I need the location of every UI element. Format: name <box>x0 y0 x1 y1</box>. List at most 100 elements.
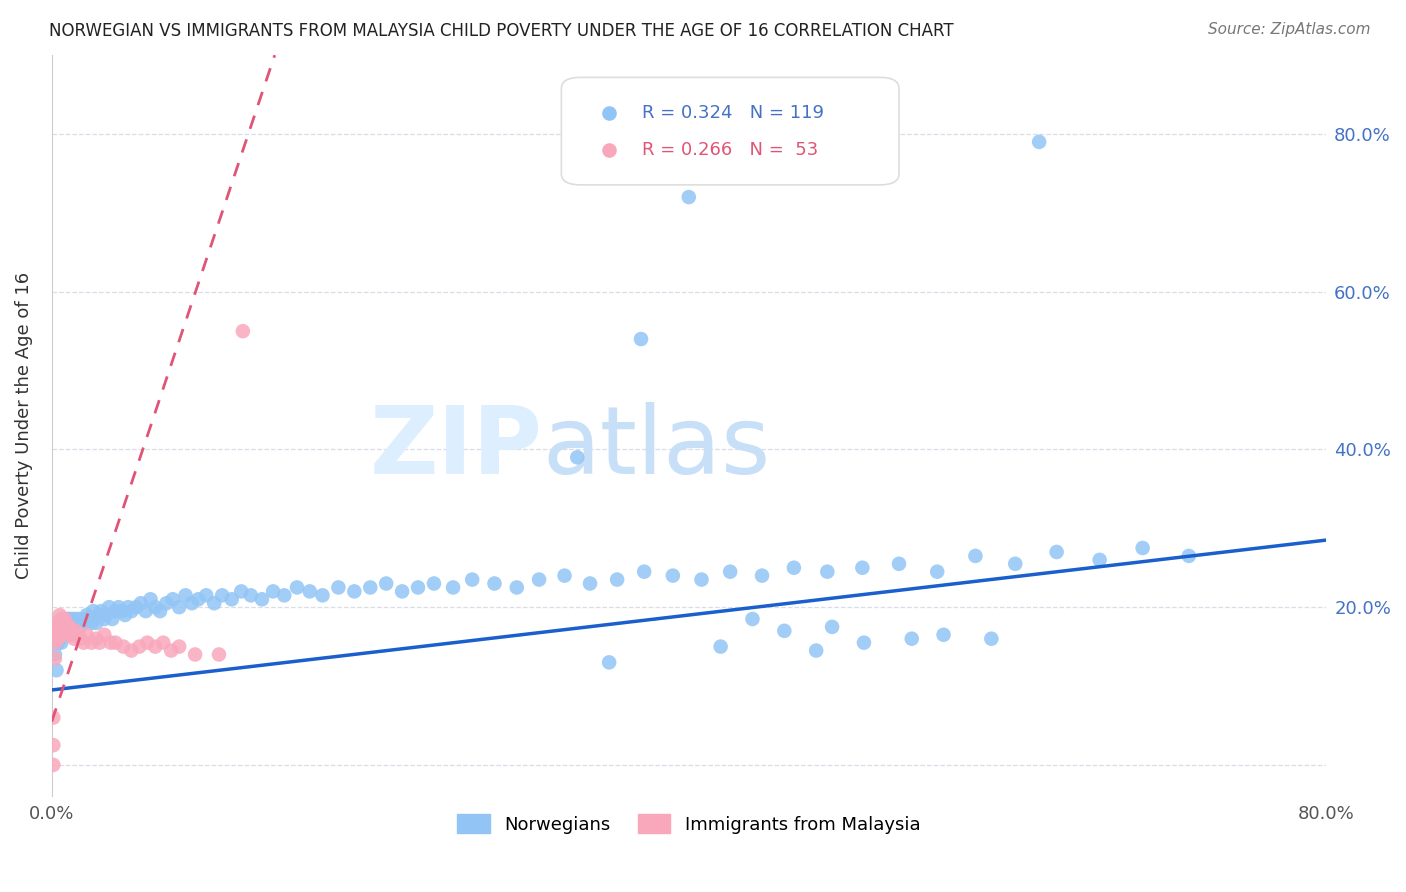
Point <box>737 70 759 85</box>
Point <box>554 568 576 582</box>
Text: Source: ZipAtlas.com: Source: ZipAtlas.com <box>1208 22 1371 37</box>
Point <box>1132 541 1154 555</box>
Point <box>98 600 121 615</box>
Point <box>741 612 763 626</box>
Point <box>633 565 655 579</box>
Point <box>65 612 87 626</box>
Point <box>48 620 70 634</box>
Point <box>77 612 100 626</box>
Point <box>63 615 86 630</box>
Point <box>42 710 65 724</box>
Point <box>48 632 70 646</box>
Point <box>1178 549 1201 563</box>
Point <box>100 635 122 649</box>
Point <box>120 604 142 618</box>
Y-axis label: Child Poverty Under the Age of 16: Child Poverty Under the Age of 16 <box>15 272 32 579</box>
Text: R = 0.324   N = 119: R = 0.324 N = 119 <box>641 104 824 122</box>
Point <box>72 612 94 626</box>
Point <box>155 596 177 610</box>
Point <box>56 620 79 634</box>
Point <box>89 635 111 649</box>
Point <box>48 615 70 630</box>
Point <box>391 584 413 599</box>
Point <box>62 624 84 638</box>
Point <box>737 30 759 45</box>
Text: NORWEGIAN VS IMMIGRANTS FROM MALAYSIA CHILD POVERTY UNDER THE AGE OF 16 CORRELAT: NORWEGIAN VS IMMIGRANTS FROM MALAYSIA CH… <box>49 22 953 40</box>
Point <box>328 581 350 595</box>
Point <box>114 608 136 623</box>
Point <box>55 620 77 634</box>
Point <box>441 581 464 595</box>
Point <box>160 643 183 657</box>
Point <box>1004 557 1026 571</box>
Point <box>46 624 69 638</box>
Point <box>53 628 76 642</box>
Point <box>104 635 127 649</box>
Point <box>62 612 84 626</box>
Point <box>195 588 218 602</box>
Point <box>44 651 66 665</box>
Point <box>120 643 142 657</box>
Point <box>72 635 94 649</box>
Point <box>55 620 77 634</box>
Point <box>423 576 446 591</box>
Point <box>773 624 796 638</box>
Point <box>90 604 112 618</box>
Point <box>67 612 90 626</box>
Point <box>815 565 838 579</box>
Point <box>80 635 103 649</box>
Text: atlas: atlas <box>543 402 770 494</box>
Point <box>804 643 827 657</box>
Point <box>46 635 69 649</box>
Point <box>70 615 93 630</box>
Point <box>83 612 105 626</box>
Point <box>900 632 922 646</box>
Point <box>46 620 69 634</box>
Point <box>58 624 80 638</box>
Point <box>44 648 66 662</box>
Point <box>51 635 73 649</box>
Point <box>45 632 67 646</box>
Point <box>211 588 233 602</box>
Point <box>598 656 620 670</box>
Point <box>62 628 84 642</box>
Point <box>104 604 127 618</box>
Point <box>94 608 117 623</box>
Point <box>59 620 82 634</box>
Point <box>710 640 733 654</box>
Point <box>69 620 91 634</box>
Point <box>65 620 87 634</box>
Point <box>55 615 77 630</box>
Point <box>107 600 129 615</box>
Point <box>86 615 108 630</box>
Point <box>506 581 529 595</box>
Point <box>250 592 273 607</box>
Point <box>187 592 209 607</box>
Point <box>1046 545 1069 559</box>
Point <box>461 573 484 587</box>
Point <box>484 576 506 591</box>
Point <box>76 628 98 642</box>
Point <box>184 648 207 662</box>
Point <box>406 581 429 595</box>
Point <box>93 628 115 642</box>
Point <box>262 584 284 599</box>
Point <box>180 596 202 610</box>
Point <box>51 624 73 638</box>
Point <box>167 600 190 615</box>
Point <box>45 615 67 630</box>
Point <box>718 565 741 579</box>
Point <box>852 635 875 649</box>
Point <box>980 632 1002 646</box>
Point <box>298 584 321 599</box>
Point <box>59 615 82 630</box>
Point <box>527 573 550 587</box>
Point <box>45 628 67 642</box>
Point <box>111 604 134 618</box>
Point <box>53 612 76 626</box>
Point <box>56 628 79 642</box>
Point <box>1088 553 1111 567</box>
Point <box>56 620 79 634</box>
Point <box>53 620 76 634</box>
Point <box>44 632 66 646</box>
